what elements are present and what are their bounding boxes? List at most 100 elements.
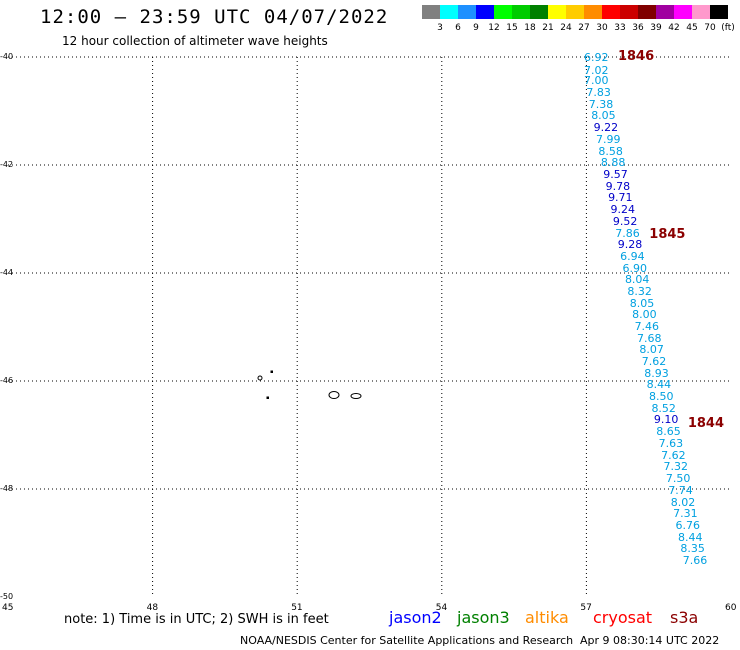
legend-label: 42 bbox=[668, 23, 680, 33]
time-label: 1845 bbox=[649, 227, 686, 243]
legend-swatch bbox=[548, 5, 566, 19]
graticule bbox=[8, 56, 731, 597]
legend-label: 36 bbox=[632, 23, 644, 33]
legend-label: 6 bbox=[455, 23, 461, 33]
wave-height-value: 9.24 bbox=[610, 202, 635, 216]
wave-height-value: 7.62 bbox=[661, 448, 686, 462]
wave-height-value: 7.68 bbox=[636, 331, 662, 345]
wave-height-value: 8.44 bbox=[677, 530, 703, 544]
wave-height-value: 7.00 bbox=[583, 74, 609, 88]
time-label: 1844 bbox=[687, 416, 725, 432]
lon-label: 45 bbox=[2, 603, 14, 613]
legend-label: 45 bbox=[686, 23, 698, 33]
legend-label: 70 bbox=[704, 23, 716, 33]
wave-height-value: 7.99 bbox=[596, 132, 621, 146]
wave-height-value: 9.22 bbox=[593, 121, 619, 135]
legend-label: 33 bbox=[614, 23, 626, 33]
legend-swatch bbox=[440, 5, 458, 19]
wave-height-value: 8.07 bbox=[639, 343, 664, 357]
legend-swatch bbox=[638, 5, 656, 19]
lat-label: -48 bbox=[0, 484, 14, 493]
legend-swatch bbox=[710, 5, 728, 19]
wave-height-value: 8.05 bbox=[629, 296, 655, 310]
legend-swatch bbox=[692, 5, 710, 19]
wave-height-value: 7.66 bbox=[682, 553, 708, 567]
wave-height-value: 8.58 bbox=[598, 144, 623, 158]
lat-label: -46 bbox=[0, 376, 14, 385]
legend-swatch bbox=[602, 5, 620, 19]
wave-height-value: 9.10 bbox=[653, 413, 679, 427]
lon-label: 60 bbox=[725, 603, 737, 613]
legend-swatch bbox=[530, 5, 548, 19]
wave-height-value: 8.00 bbox=[632, 308, 657, 322]
lon-label: 54 bbox=[435, 603, 448, 613]
legend-unit: (ft) bbox=[721, 23, 735, 33]
legend-label: 21 bbox=[542, 23, 554, 33]
island-outlines bbox=[257, 370, 362, 399]
wave-height-value: 9.71 bbox=[608, 191, 633, 205]
lon-label: 57 bbox=[580, 603, 592, 613]
wave-height-value: 9.57 bbox=[603, 167, 628, 181]
wave-height-value: 8.05 bbox=[591, 109, 616, 123]
lat-label: -50 bbox=[0, 592, 14, 601]
lat-label: -42 bbox=[0, 160, 14, 169]
legend-label: 24 bbox=[560, 23, 572, 33]
lon-label: 48 bbox=[146, 603, 159, 613]
legend-label: 30 bbox=[596, 23, 608, 33]
legend-swatch bbox=[512, 5, 530, 19]
legend-swatch bbox=[476, 5, 494, 19]
wave-height-value: 7.32 bbox=[663, 460, 688, 474]
legend-swatch bbox=[584, 5, 602, 19]
legend-swatch bbox=[656, 5, 674, 19]
wave-height-value: 7.31 bbox=[673, 507, 698, 521]
satellite-name: jason3 bbox=[457, 608, 510, 627]
satellite-name: altika bbox=[525, 608, 569, 627]
wave-height-value: 8.88 bbox=[600, 156, 626, 170]
wave-height-value: 8.65 bbox=[656, 425, 681, 439]
legend-label: 9 bbox=[473, 23, 479, 33]
wave-height-value: 7.02 bbox=[583, 63, 609, 77]
wave-height-value: 7.46 bbox=[634, 320, 660, 333]
legend-swatch bbox=[566, 5, 584, 19]
lat-label: -40 bbox=[0, 52, 14, 61]
wave-height-value: 8.04 bbox=[624, 273, 650, 287]
legend-swatch bbox=[620, 5, 638, 19]
page-title: 12:00 – 23:59 UTC 04/07/2022 bbox=[40, 6, 389, 28]
footer-credit: NOAA/NESDIS Center for Satellite Applica… bbox=[240, 634, 574, 647]
wave-height-value: 7.38 bbox=[588, 97, 614, 111]
wave-height-value: 8.50 bbox=[649, 390, 674, 404]
legend-swatch bbox=[458, 5, 476, 19]
legend-label: 15 bbox=[506, 23, 518, 33]
wave-height-value: 7.74 bbox=[668, 483, 693, 497]
lat-label: -44 bbox=[0, 268, 14, 277]
legend-swatch bbox=[422, 5, 440, 19]
wave-height-value: 6.94 bbox=[620, 249, 645, 263]
legend-label: 12 bbox=[488, 23, 500, 33]
wave-height-value: 9.28 bbox=[617, 237, 643, 251]
footer-timestamp: Apr 9 08:30:14 UTC 2022 bbox=[580, 634, 720, 647]
wave-height-value: 8.52 bbox=[651, 402, 676, 416]
satellite-name: cryosat bbox=[593, 608, 653, 627]
wave-height-value: 9.78 bbox=[605, 179, 631, 193]
legend-swatch bbox=[674, 5, 692, 19]
wave-height-value: 9.52 bbox=[612, 214, 638, 228]
wave-height-value: 8.44 bbox=[646, 378, 672, 392]
wave-height-value: 8.32 bbox=[627, 284, 652, 298]
wave-height-value: 7.63 bbox=[658, 437, 684, 451]
wave-height-value: 7.62 bbox=[641, 355, 667, 369]
time-label: 1846 bbox=[617, 49, 655, 64]
wave-height-value: 6.76 bbox=[675, 518, 701, 532]
wave-height-value: 6.90 bbox=[622, 261, 648, 275]
footer-note: note: 1) Time is in UTC; 2) SWH is in fe… bbox=[64, 612, 329, 627]
page-subtitle: 12 hour collection of altimeter wave hei… bbox=[62, 34, 328, 48]
satellite-name: s3a bbox=[670, 608, 699, 627]
wave-height-value: 7.50 bbox=[665, 472, 691, 486]
wave-height-value: 6.92 bbox=[583, 51, 609, 65]
satellite-name: jason2 bbox=[389, 608, 442, 627]
legend-label: 27 bbox=[578, 23, 590, 33]
wave-height-value: 8.02 bbox=[670, 495, 696, 509]
wave-height-value: 8.93 bbox=[644, 366, 669, 380]
legend-label: 3 bbox=[437, 23, 443, 33]
wave-height-value: 7.83 bbox=[586, 86, 611, 100]
